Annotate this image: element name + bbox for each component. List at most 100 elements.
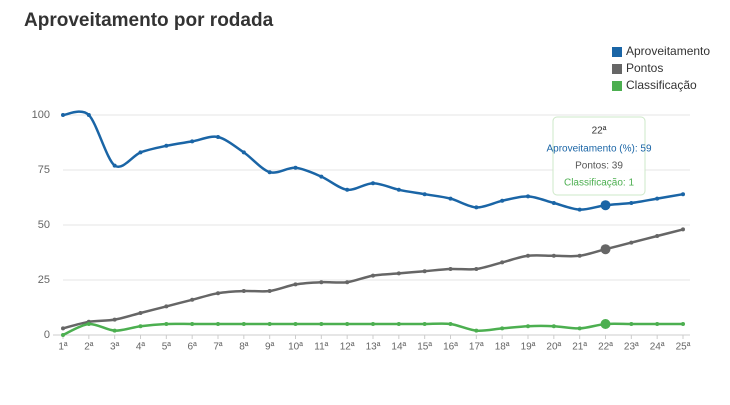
data-point[interactable] xyxy=(655,234,660,238)
tooltip xyxy=(552,116,646,196)
y-tick-label: 50 xyxy=(38,219,50,231)
data-point[interactable] xyxy=(474,205,479,210)
data-point[interactable] xyxy=(112,317,117,322)
data-point[interactable] xyxy=(371,273,375,278)
x-tick-label: 5ª xyxy=(162,342,172,353)
data-point[interactable] xyxy=(526,194,530,199)
data-point[interactable] xyxy=(345,187,350,192)
data-point[interactable] xyxy=(629,240,634,245)
data-point[interactable] xyxy=(241,322,246,326)
data-point[interactable] xyxy=(345,280,350,285)
data-point[interactable] xyxy=(216,322,220,326)
x-tick-label: 9ª xyxy=(265,342,275,353)
data-point[interactable] xyxy=(61,326,65,331)
data-point[interactable] xyxy=(526,253,530,258)
legend-label[interactable]: Aproveitamento xyxy=(626,44,710,58)
data-point[interactable] xyxy=(190,139,195,144)
data-point[interactable] xyxy=(422,192,427,197)
data-point[interactable] xyxy=(267,322,272,326)
data-point[interactable] xyxy=(600,244,611,255)
data-point[interactable] xyxy=(371,322,375,326)
data-point[interactable] xyxy=(345,322,350,326)
data-point[interactable] xyxy=(86,322,91,326)
data-point[interactable] xyxy=(164,143,169,148)
data-point[interactable] xyxy=(138,311,143,315)
data-point[interactable] xyxy=(600,319,611,329)
tooltip-line: Classificação: 1 xyxy=(564,178,634,189)
y-tick-label: 75 xyxy=(38,164,50,176)
data-point[interactable] xyxy=(655,322,660,326)
data-point[interactable] xyxy=(577,253,582,258)
data-point[interactable] xyxy=(216,135,220,139)
data-point[interactable] xyxy=(448,196,453,201)
data-point[interactable] xyxy=(293,282,298,287)
data-point[interactable] xyxy=(655,196,660,201)
data-point[interactable] xyxy=(112,328,117,333)
data-point[interactable] xyxy=(86,113,91,117)
y-tick-label: 0 xyxy=(44,329,50,341)
data-point[interactable] xyxy=(551,324,556,329)
legend-label[interactable]: Pontos xyxy=(626,61,663,75)
data-point[interactable] xyxy=(600,200,611,211)
data-point[interactable] xyxy=(577,207,582,212)
legend-swatch xyxy=(612,64,622,74)
x-tick-label: 11ª xyxy=(314,342,328,353)
data-point[interactable] xyxy=(319,280,324,285)
data-point[interactable] xyxy=(681,227,685,232)
x-tick-label: 1ª xyxy=(58,342,68,353)
data-point[interactable] xyxy=(577,326,582,331)
data-point[interactable] xyxy=(190,322,195,326)
data-point[interactable] xyxy=(241,289,246,293)
x-tick-label: 22ª xyxy=(598,342,613,353)
x-tick-label: 13ª xyxy=(366,342,381,353)
data-point[interactable] xyxy=(241,150,246,155)
data-point[interactable] xyxy=(500,198,505,203)
data-point[interactable] xyxy=(681,192,685,197)
data-point[interactable] xyxy=(474,328,479,333)
data-point[interactable] xyxy=(216,291,220,296)
data-point[interactable] xyxy=(293,165,298,170)
data-point[interactable] xyxy=(396,271,401,276)
data-point[interactable] xyxy=(500,326,505,331)
x-tick-label: 7ª xyxy=(213,342,223,353)
x-tick-label: 6ª xyxy=(188,342,198,353)
y-tick-label: 100 xyxy=(32,109,50,121)
data-point[interactable] xyxy=(164,304,169,309)
data-point[interactable] xyxy=(371,181,375,186)
data-point[interactable] xyxy=(267,289,272,293)
data-point[interactable] xyxy=(681,322,685,326)
data-point[interactable] xyxy=(319,174,324,179)
data-point[interactable] xyxy=(293,322,298,326)
data-point[interactable] xyxy=(629,322,634,326)
data-point[interactable] xyxy=(448,322,453,326)
data-point[interactable] xyxy=(138,150,143,155)
data-point[interactable] xyxy=(396,322,401,326)
data-point[interactable] xyxy=(448,267,453,271)
data-point[interactable] xyxy=(551,253,556,258)
data-point[interactable] xyxy=(164,322,169,326)
data-point[interactable] xyxy=(112,163,117,168)
data-point[interactable] xyxy=(267,170,272,175)
data-point[interactable] xyxy=(500,260,505,265)
data-point[interactable] xyxy=(551,201,556,205)
data-point[interactable] xyxy=(526,324,530,329)
x-tick-label: 14ª xyxy=(391,342,406,353)
x-tick-label: 20ª xyxy=(546,342,561,353)
data-point[interactable] xyxy=(422,322,427,326)
data-point[interactable] xyxy=(422,269,427,274)
data-point[interactable] xyxy=(190,297,195,302)
data-point[interactable] xyxy=(61,333,65,337)
x-tick-label: 4ª xyxy=(136,342,146,353)
x-tick-label: 18ª xyxy=(495,342,510,353)
data-point[interactable] xyxy=(396,187,401,192)
tooltip-line: Pontos: 39 xyxy=(575,161,623,172)
data-point[interactable] xyxy=(629,201,634,205)
data-point[interactable] xyxy=(61,113,65,117)
data-point[interactable] xyxy=(474,267,479,271)
data-point[interactable] xyxy=(138,324,143,329)
legend-label[interactable]: Classificação xyxy=(626,78,697,92)
y-tick-label: 25 xyxy=(38,274,50,286)
data-point[interactable] xyxy=(319,322,324,326)
x-tick-label: 23ª xyxy=(624,342,639,353)
x-tick-label: 19ª xyxy=(521,342,536,353)
